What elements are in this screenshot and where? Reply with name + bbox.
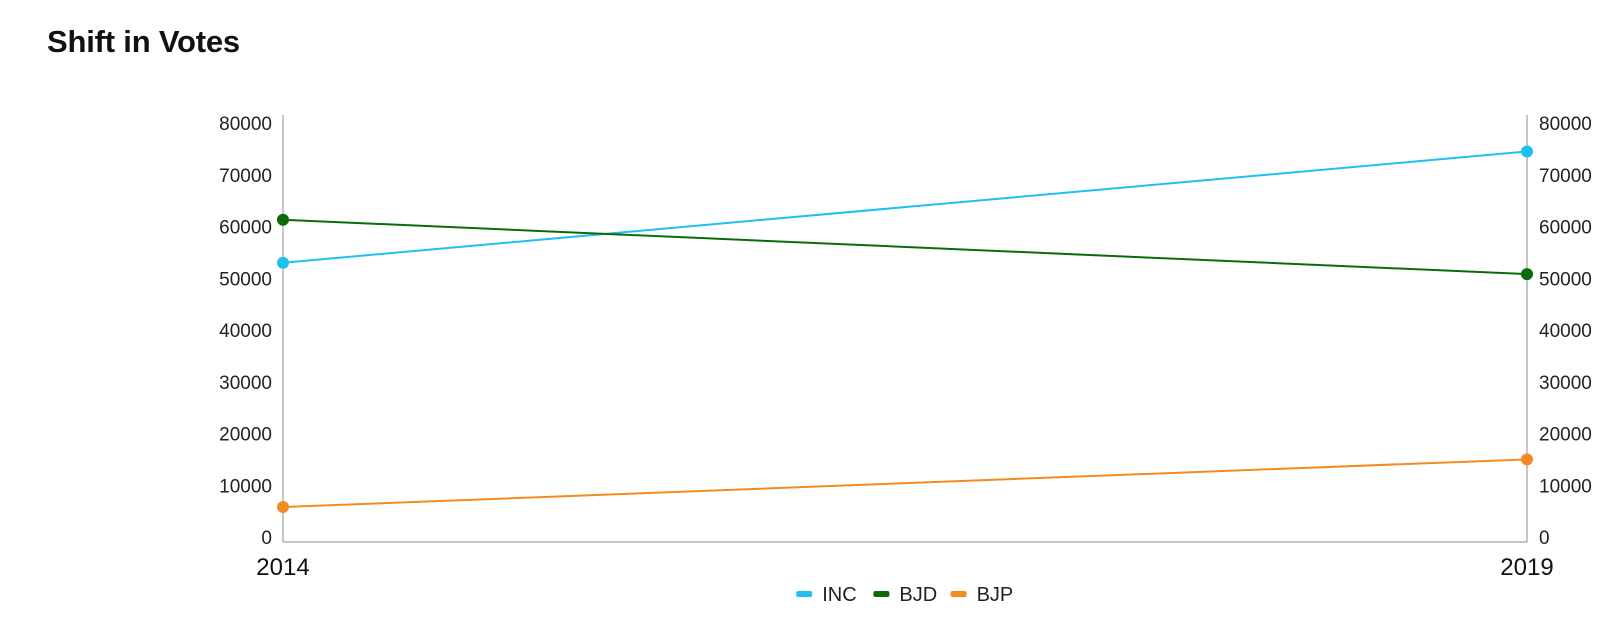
y-tick-label-left: 30000 [219, 373, 272, 394]
y-tick-label-right: 80000 [1539, 114, 1592, 135]
y-tick-label-left: 0 [261, 528, 272, 549]
y-tick-label-right: 30000 [1539, 373, 1592, 394]
y-tick-label-left: 50000 [219, 269, 272, 290]
legend-label-bjd: BJD [899, 584, 937, 606]
y-tick-label-right: 50000 [1539, 269, 1592, 290]
y-tick-label-left: 80000 [219, 114, 272, 135]
axes-layer: 0 0 10000 10000 20000 20000 30000 30000 40000 400… [219, 114, 1592, 581]
series-line-inc [282, 150, 1528, 264]
legend-label-inc: INC [822, 584, 856, 606]
data-point-inc [277, 256, 289, 269]
data-point-bjd [277, 213, 289, 226]
legend-swatch-bjd [873, 591, 890, 597]
x-tick-label: 2014 [256, 554, 309, 581]
series-line-bjd [282, 218, 1528, 276]
y-tick-label-right: 0 [1539, 528, 1550, 549]
data-point-bjp [277, 500, 289, 513]
y-tick-label-right: 10000 [1539, 476, 1592, 497]
y-tick-label-right: 60000 [1539, 218, 1592, 239]
legend-swatch-inc [796, 591, 813, 597]
y-tick-label-left: 40000 [219, 321, 272, 342]
data-point-bjd [1521, 268, 1533, 281]
legend: INC BJD BJP [796, 584, 1013, 606]
legend-label-bjp: BJP [977, 584, 1014, 606]
chart-title: Shift in Votes [47, 24, 240, 59]
y-tick-label-left: 70000 [219, 166, 272, 187]
y-tick-label-left: 10000 [219, 476, 272, 497]
data-point-bjp [1521, 453, 1533, 466]
data-point-inc [1521, 145, 1533, 158]
y-tick-label-right: 70000 [1539, 166, 1592, 187]
y-tick-label-right: 40000 [1539, 321, 1592, 342]
y-tick-label-left: 20000 [219, 425, 272, 446]
series-layer [277, 145, 1533, 513]
x-tick-label: 2019 [1500, 554, 1553, 581]
y-tick-label-right: 20000 [1539, 425, 1592, 446]
legend-swatch-bjp [950, 591, 967, 597]
y-tick-label-left: 60000 [219, 218, 272, 239]
series-line-bjp [282, 458, 1528, 508]
